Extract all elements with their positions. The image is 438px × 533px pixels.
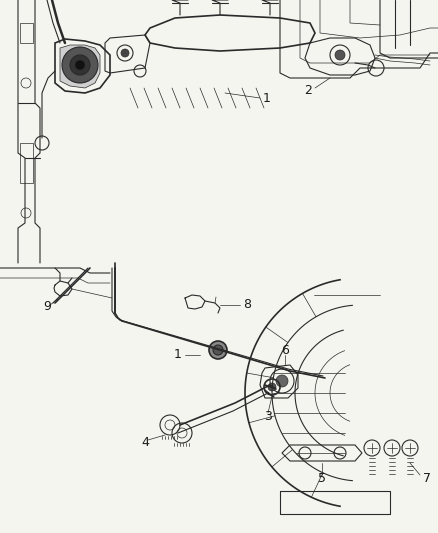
Text: 2: 2 <box>304 84 312 96</box>
Circle shape <box>335 50 345 60</box>
Circle shape <box>70 55 90 75</box>
Text: 5: 5 <box>318 472 326 484</box>
Circle shape <box>62 47 98 83</box>
Text: 9: 9 <box>43 301 51 313</box>
Circle shape <box>268 383 276 391</box>
Circle shape <box>276 375 288 387</box>
Text: 7: 7 <box>423 472 431 484</box>
Circle shape <box>121 49 129 57</box>
Text: 4: 4 <box>141 435 149 448</box>
Circle shape <box>75 60 85 70</box>
Text: 1: 1 <box>174 349 182 361</box>
Text: 3: 3 <box>264 409 272 423</box>
Circle shape <box>209 341 227 359</box>
Polygon shape <box>60 45 100 88</box>
Text: 1: 1 <box>263 92 271 104</box>
Text: 6: 6 <box>281 344 289 358</box>
Circle shape <box>213 345 223 355</box>
Text: 8: 8 <box>243 298 251 311</box>
